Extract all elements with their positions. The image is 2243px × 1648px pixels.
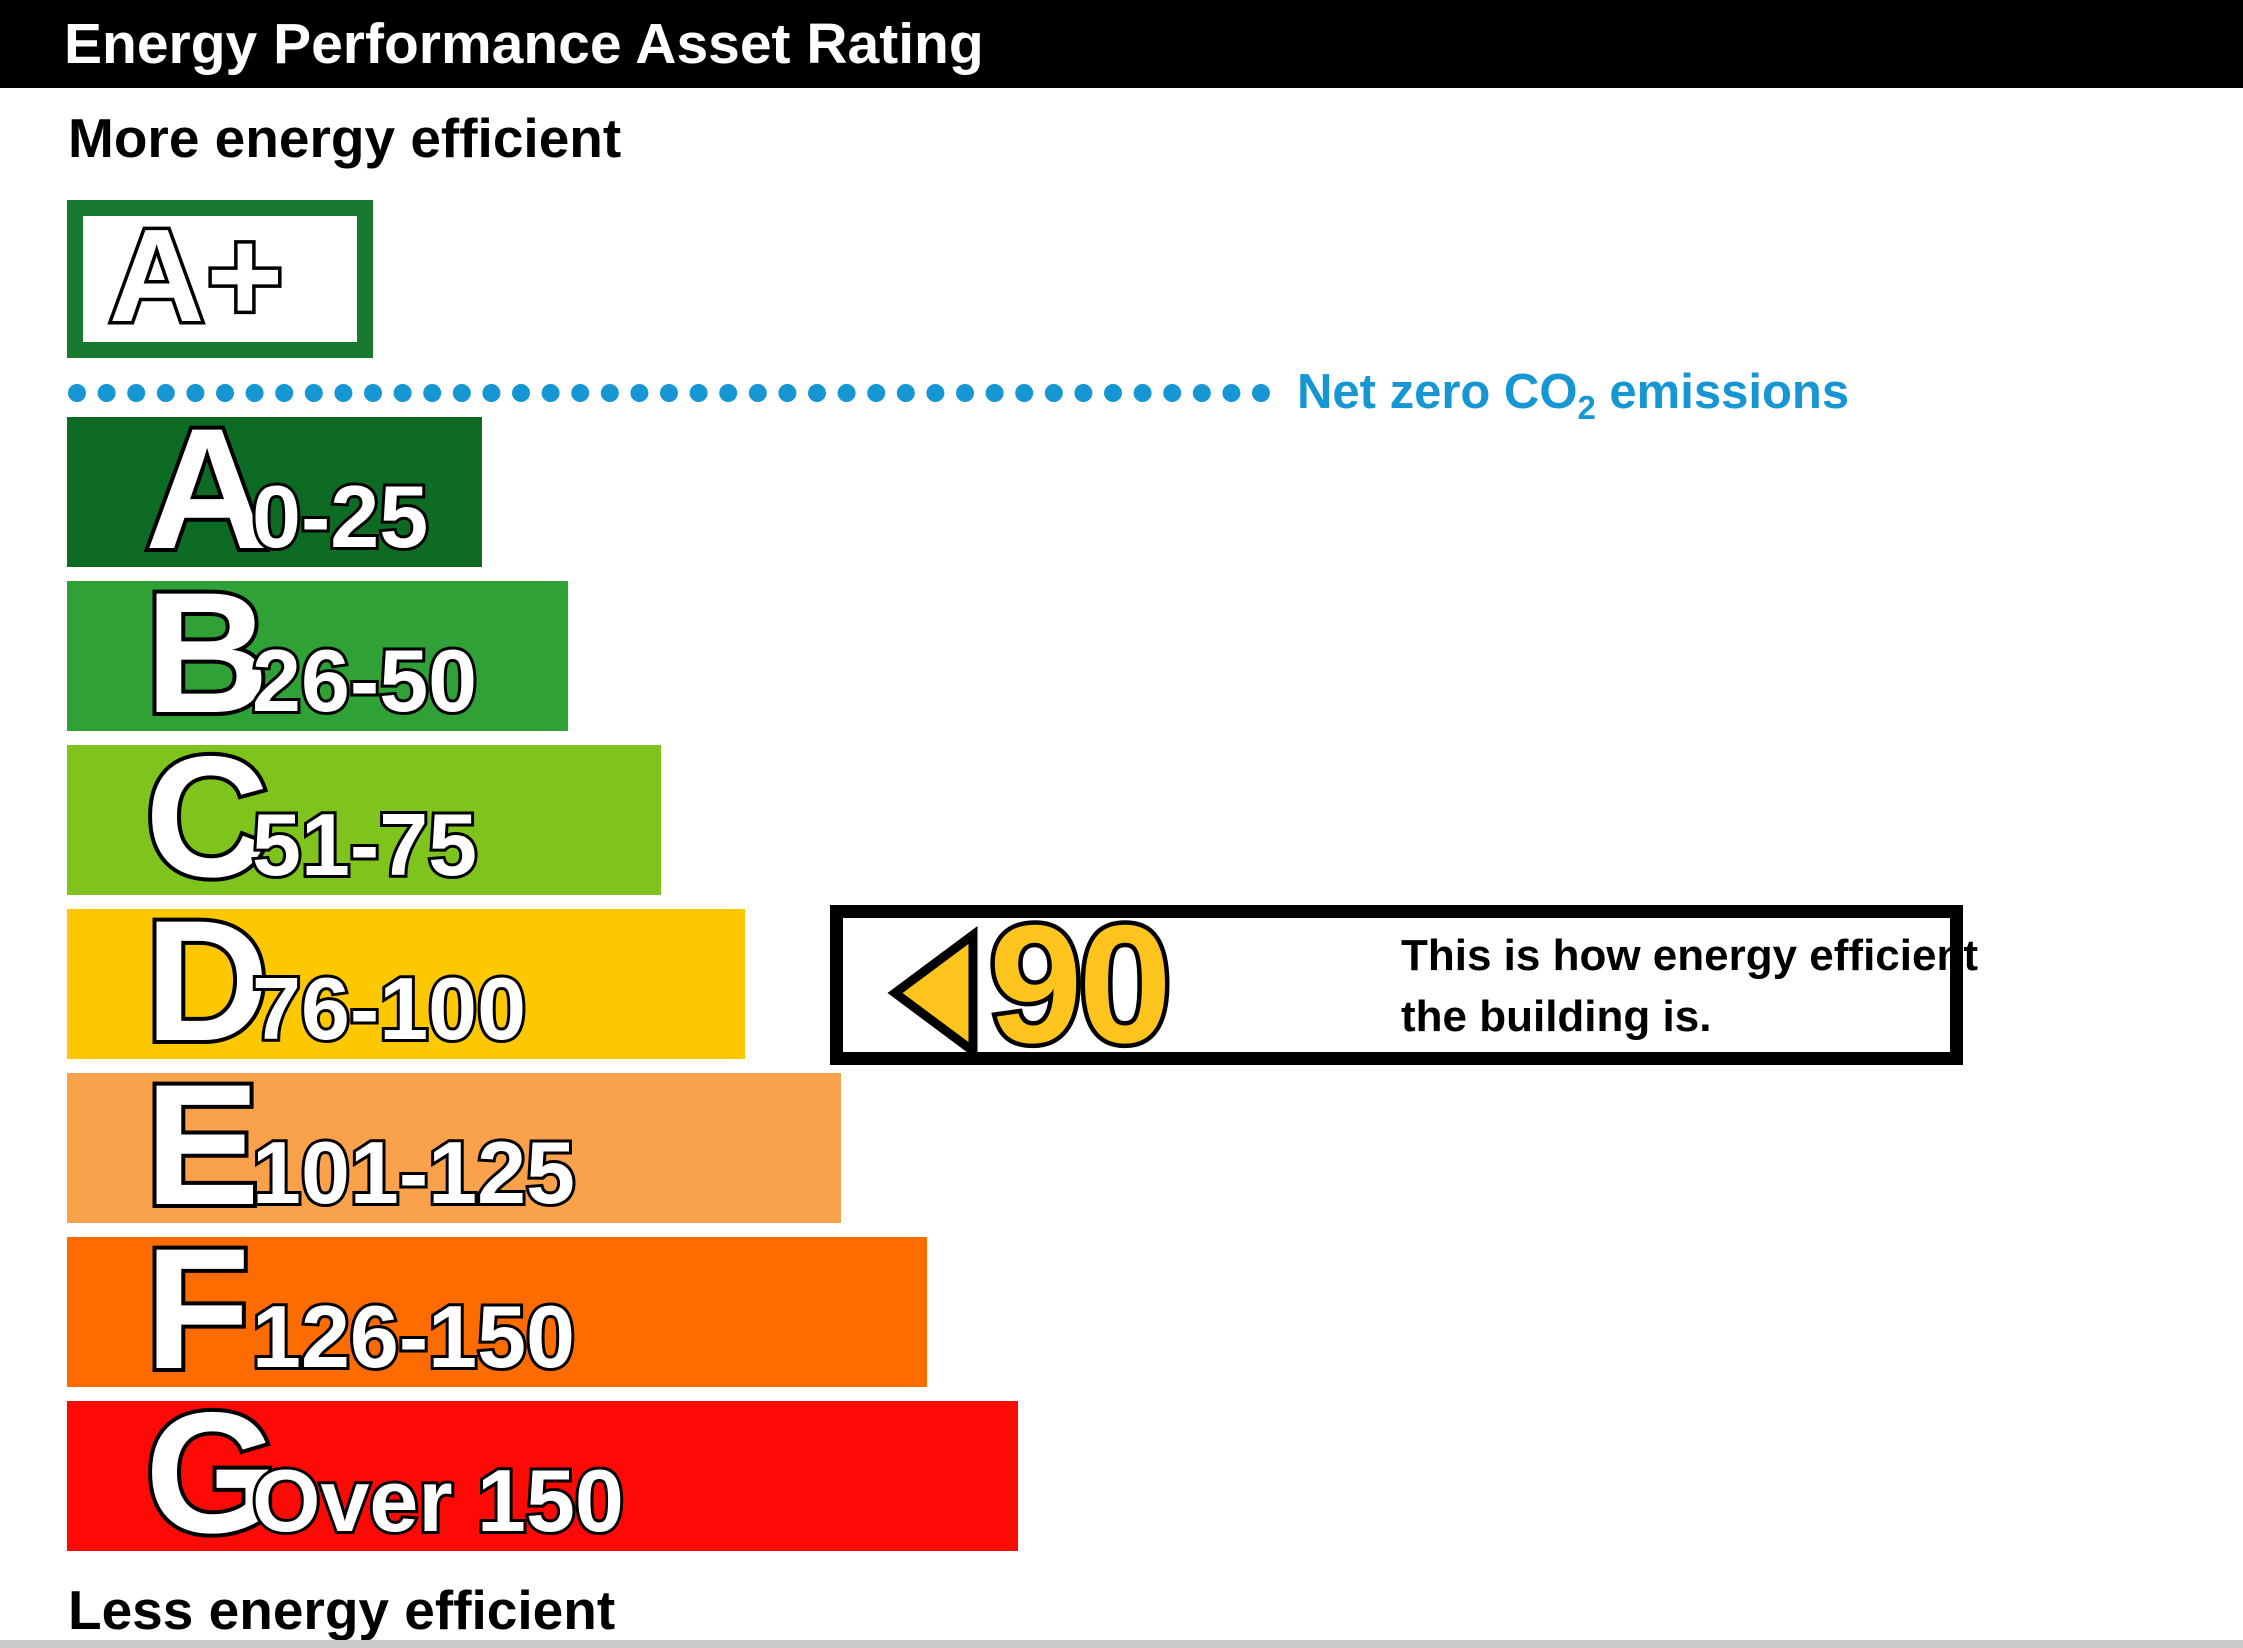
netzero-text-sub: 2 bbox=[1577, 388, 1596, 426]
band-letter: F bbox=[141, 1213, 254, 1405]
band-letter: B bbox=[141, 557, 273, 749]
band-letter: A bbox=[141, 393, 273, 585]
epc-band: G Over 150 bbox=[67, 1377, 1018, 1569]
page-title: Energy Performance Asset Rating bbox=[64, 12, 984, 76]
bottom-edge-strip bbox=[0, 1640, 2243, 1648]
current-rating-value: 90 bbox=[985, 890, 1177, 1078]
band-range: 76-100 bbox=[249, 959, 529, 1058]
rating-description-line2: the building is. bbox=[1401, 992, 1712, 1041]
band-range: 26-50 bbox=[249, 631, 480, 730]
current-rating-indicator: 90 This is how energy efficient the buil… bbox=[830, 890, 1978, 1078]
netzero-emissions-label: Net zero CO2 emissions bbox=[1297, 365, 1850, 424]
epc-band: B 26-50 bbox=[67, 557, 568, 749]
aplus-band-label: A+ bbox=[105, 202, 286, 349]
epc-band: A 0-25 bbox=[67, 393, 482, 585]
epc-band: D 76-100 bbox=[67, 885, 745, 1077]
dotted-line bbox=[68, 384, 1271, 402]
epc-band: C 51-75 bbox=[67, 721, 661, 913]
band-letter: C bbox=[141, 721, 273, 913]
aplus-band-box: A+ bbox=[67, 200, 373, 358]
band-range: 0-25 bbox=[249, 467, 431, 566]
band-letter: G bbox=[141, 1377, 283, 1569]
left-arrow-icon bbox=[887, 926, 978, 1060]
epc-band: F 126-150 bbox=[67, 1213, 927, 1405]
rating-description-line1: This is how energy efficient bbox=[1401, 931, 1979, 980]
band-range: 51-75 bbox=[249, 795, 480, 894]
epc-band: E 101-125 bbox=[67, 1049, 841, 1241]
band-range: 101-125 bbox=[249, 1123, 578, 1222]
less-efficient-label: Less energy efficient bbox=[68, 1579, 616, 1641]
rating-description: This is how energy efficient the buildin… bbox=[1401, 925, 1978, 1047]
netzero-text-prefix: Net zero CO bbox=[1297, 365, 1578, 419]
more-efficient-label: More energy efficient bbox=[68, 107, 622, 169]
band-letter: E bbox=[141, 1049, 264, 1241]
band-letter: D bbox=[141, 885, 273, 1077]
netzero-text-suffix: emissions bbox=[1595, 365, 1850, 419]
band-range: 126-150 bbox=[249, 1287, 578, 1386]
band-range: Over 150 bbox=[249, 1451, 627, 1550]
header-bar: Energy Performance Asset Rating bbox=[0, 0, 2243, 88]
